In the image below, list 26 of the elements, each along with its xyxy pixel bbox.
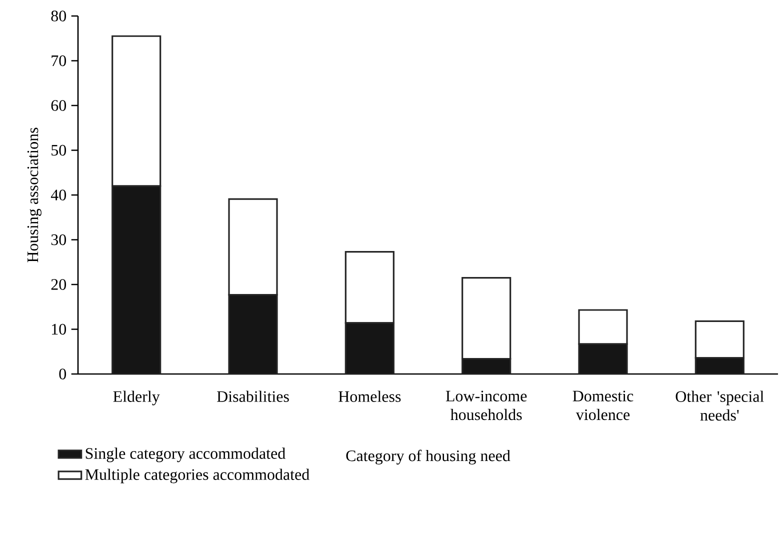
- y-tick-label: 20: [51, 279, 66, 290]
- bar: [112, 185, 162, 374]
- x-tick-label: Low-income households: [446, 390, 527, 420]
- y-axis-title: Housing associations: [27, 128, 42, 262]
- y-tick-label: 70: [52, 55, 66, 66]
- x-axis-title: Category of housing need: [346, 450, 510, 464]
- legend-label: Single category accommodated: [86, 448, 286, 462]
- y-tick-label: 80: [51, 10, 66, 22]
- bar: [462, 276, 512, 360]
- y-tick-label: 40: [50, 190, 66, 200]
- bar: [344, 251, 394, 324]
- bar: [228, 294, 278, 374]
- bar: [228, 198, 278, 296]
- bar: [344, 322, 394, 374]
- y-tick-label: 50: [52, 144, 66, 156]
- x-tick-label: Elderly: [113, 390, 160, 406]
- x-tick-label: Disabilities: [217, 390, 289, 402]
- y-tick-label: 0: [59, 368, 66, 380]
- x-tick-label: Homeless: [338, 390, 401, 402]
- y-tick-label: 30: [51, 234, 66, 246]
- y-tick-label: 10: [52, 324, 66, 335]
- y-tick-label: 60: [51, 100, 66, 111]
- legend-label: Multiple categories accommodated: [85, 468, 310, 484]
- bar: [578, 309, 628, 345]
- x-tick-label: Domestic violence: [572, 390, 634, 420]
- x-tick-label: Other 'special needs': [676, 390, 764, 421]
